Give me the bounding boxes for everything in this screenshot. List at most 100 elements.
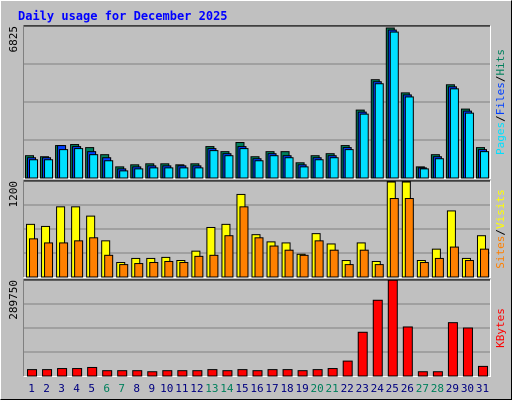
bar <box>359 249 369 278</box>
bar <box>239 206 249 278</box>
legend-separator: / <box>494 76 507 83</box>
bar <box>479 248 489 278</box>
x-tick-label: 5 <box>88 382 95 395</box>
bar <box>134 263 144 278</box>
x-tick-label: 23 <box>356 382 369 395</box>
x-tick-label: 29 <box>446 382 459 395</box>
x-tick-label: 7 <box>118 382 125 395</box>
x-tick-label: 24 <box>371 382 385 395</box>
bar <box>87 366 98 377</box>
bar <box>102 370 113 377</box>
bar <box>284 249 294 278</box>
bar <box>479 151 489 179</box>
x-tick-label: 10 <box>160 382 173 395</box>
x-tick-label: 25 <box>386 382 399 395</box>
bar <box>327 368 338 377</box>
x-tick-label: 9 <box>148 382 155 395</box>
bar <box>387 279 398 377</box>
legend: KBytes <box>494 308 507 348</box>
bar <box>149 167 159 179</box>
y-tick-label: 1200 <box>7 181 20 208</box>
bar <box>419 262 429 278</box>
bar <box>254 237 264 278</box>
bar <box>447 322 458 377</box>
x-tick-label: 8 <box>133 382 140 395</box>
bar <box>372 299 383 377</box>
bar <box>27 369 38 377</box>
bar <box>147 371 158 377</box>
legend-entry: KBytes <box>494 308 507 348</box>
bar <box>134 168 144 179</box>
legend-entry: Files <box>494 82 507 115</box>
bar <box>464 112 474 179</box>
bar <box>192 370 203 377</box>
bar <box>72 368 83 377</box>
x-tick-label: 19 <box>295 382 308 395</box>
legend-separator: / <box>494 229 507 236</box>
x-tick-label: 13 <box>205 382 218 395</box>
bar <box>359 113 369 179</box>
bar <box>89 237 99 278</box>
bar <box>464 260 474 278</box>
bar <box>297 370 308 377</box>
bar <box>59 242 69 278</box>
x-tick-label: 22 <box>341 382 354 395</box>
bar <box>149 262 159 278</box>
bar <box>402 326 413 377</box>
bar <box>389 198 399 278</box>
bar <box>164 260 174 278</box>
x-tick-label: 26 <box>401 382 414 395</box>
bar <box>44 242 54 278</box>
bar <box>404 96 414 179</box>
bar <box>224 235 234 278</box>
bar <box>209 254 219 278</box>
x-tick-label: 30 <box>461 382 474 395</box>
bar <box>329 157 339 179</box>
chart-title: Daily usage for December 2025 <box>18 9 228 23</box>
bar <box>209 150 219 179</box>
panel-light <box>23 279 491 377</box>
x-tick-label: 27 <box>416 382 429 395</box>
bar <box>314 240 324 278</box>
legend-entry: Sites <box>494 236 507 269</box>
bar <box>224 155 234 179</box>
x-tick-label: 20 <box>311 382 324 395</box>
x-tick-label: 15 <box>235 382 248 395</box>
bar <box>29 238 39 278</box>
bar <box>417 371 428 377</box>
bar <box>419 168 429 179</box>
bar <box>389 31 399 179</box>
bar <box>59 149 69 179</box>
bar <box>357 331 368 377</box>
x-tick-label: 17 <box>265 382 278 395</box>
bar <box>119 264 129 278</box>
legend: Sites/Visits <box>494 189 507 269</box>
bar <box>282 369 293 377</box>
bar <box>314 159 324 179</box>
bar <box>74 148 84 179</box>
bar <box>267 369 278 377</box>
bar <box>254 160 264 179</box>
bar <box>44 159 54 179</box>
legend-separator: / <box>494 115 507 122</box>
bar <box>477 365 488 377</box>
bar <box>449 246 459 278</box>
bar <box>162 370 173 377</box>
bar <box>269 245 279 278</box>
bar <box>269 155 279 179</box>
bar <box>284 157 294 179</box>
legend-entry: Hits <box>494 49 507 76</box>
y-tick-label: 289750 <box>7 280 20 320</box>
legend-entry: Pages <box>494 122 507 155</box>
x-tick-label: 6 <box>103 382 110 395</box>
bar <box>374 264 384 278</box>
bar <box>344 264 354 278</box>
bar <box>434 158 444 179</box>
legend-entry: Visits <box>494 189 507 229</box>
bar <box>312 369 323 377</box>
bar <box>329 249 339 278</box>
bar <box>179 262 189 278</box>
y-tick-label: 6825 <box>7 26 20 53</box>
